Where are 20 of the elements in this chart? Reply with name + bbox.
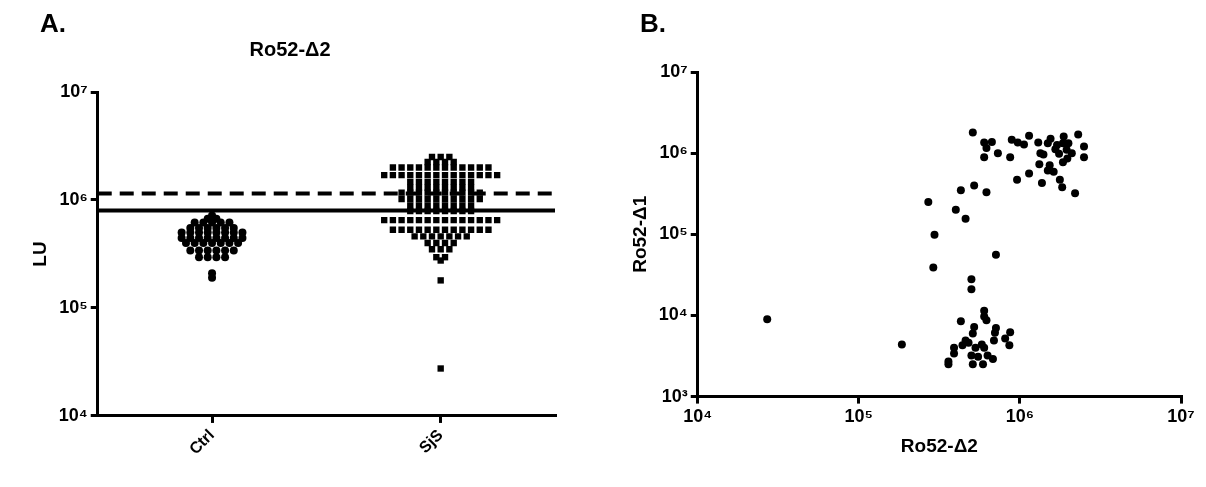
y-axis-title: Ro52-Δ1 <box>628 195 650 273</box>
x-tick-label: 10⁷ <box>1167 406 1195 427</box>
y-tick-label: 10⁴ <box>658 304 688 325</box>
text: A. <box>40 8 66 39</box>
x-tick-label: 10⁶ <box>1005 406 1035 427</box>
y-tick-label: 10⁶ <box>659 142 688 163</box>
x-axis-title: Ro52-Δ2 <box>900 434 978 456</box>
x-tick-label: Ctrl <box>185 425 218 458</box>
x-tick-label: 10⁴ <box>683 406 713 427</box>
chart-title: Ro52-Δ2 <box>249 37 331 60</box>
y-tick-label: 10⁷ <box>60 80 88 101</box>
x-tick-label: SjS <box>415 425 447 457</box>
y-tick-label: 10⁶ <box>59 188 88 209</box>
y-tick-label: 10⁷ <box>660 60 688 81</box>
y-tick-label: 10⁵ <box>59 296 88 317</box>
text: B. <box>640 8 666 39</box>
y-tick-label: 10³ <box>661 385 688 406</box>
y-axis-title: LU <box>28 241 50 267</box>
x-tick-label: 10⁵ <box>844 406 874 427</box>
y-tick-label: 10⁵ <box>659 223 688 244</box>
